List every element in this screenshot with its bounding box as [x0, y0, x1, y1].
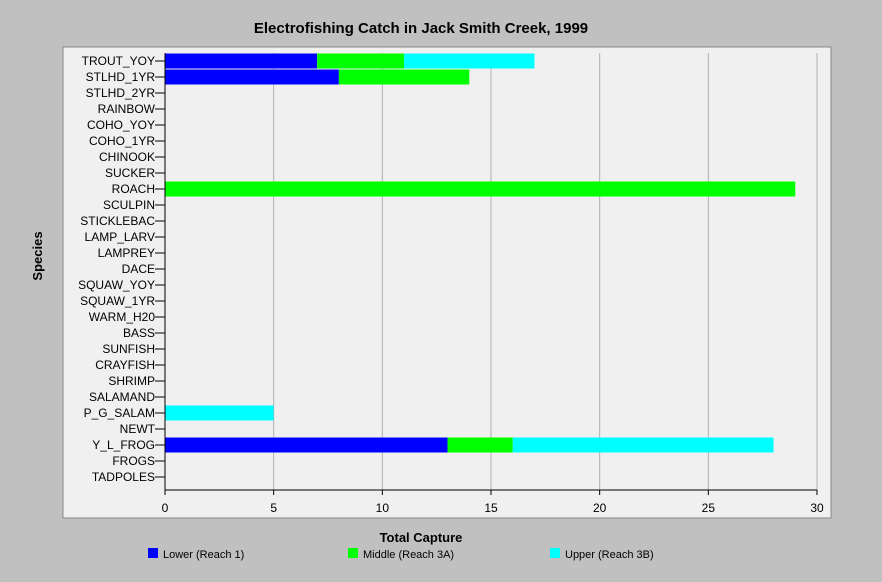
y-tick-label: LAMPREY	[98, 246, 155, 260]
y-tick-label: SQUAW_1YR	[80, 294, 155, 308]
x-tick-label: 10	[376, 501, 390, 515]
y-tick-label: STICKLEBAC	[80, 214, 155, 228]
bar-y-l-frog-1	[447, 437, 513, 453]
y-tick-label: P_G_SALAM	[84, 406, 155, 420]
legend-swatch	[550, 548, 560, 558]
legend-swatch	[348, 548, 358, 558]
x-tick-label: 0	[162, 501, 169, 515]
x-tick-label: 5	[270, 501, 277, 515]
bars	[165, 53, 796, 453]
y-tick-label: BASS	[123, 326, 155, 340]
y-tick-label: Y_L_FROG	[92, 438, 155, 452]
y-tick-label: SALAMAND	[89, 390, 155, 404]
y-tick-label: SCULPIN	[103, 198, 155, 212]
bar-trout-yoy-0	[165, 53, 318, 69]
bar-stlhd-1yr-1	[338, 69, 470, 85]
y-tick-label: FROGS	[112, 454, 155, 468]
y-tick-label: LAMP_LARV	[85, 230, 155, 244]
legend-swatch	[148, 548, 158, 558]
legend-label: Middle (Reach 3A)	[363, 549, 454, 561]
y-tick-label: NEWT	[120, 422, 156, 436]
y-tick-label: STLHD_1YR	[86, 70, 156, 84]
y-tick-label: STLHD_2YR	[86, 86, 156, 100]
y-tick-label: TROUT_YOY	[82, 54, 155, 68]
y-tick-label: SUCKER	[105, 166, 155, 180]
x-tick-label: 25	[702, 501, 716, 515]
x-tick-labels: 0 5 10 15 20 25 30	[162, 501, 824, 515]
x-tick-label: 30	[810, 501, 824, 515]
bar-y-l-frog-2	[512, 437, 774, 453]
y-tick-label: CHINOOK	[99, 150, 155, 164]
y-tick-label: ROACH	[112, 182, 155, 196]
y-tick-label: SQUAW_YOY	[78, 278, 155, 292]
chart-title: Electrofishing Catch in Jack Smith Creek…	[254, 20, 588, 37]
bar-trout-yoy-1	[317, 53, 405, 69]
legend-label: Upper (Reach 3B)	[565, 549, 654, 561]
y-tick-labels: TROUT_YOY STLHD_1YR STLHD_2YR RAINBOW COHO_Y…	[78, 54, 156, 484]
y-tick-label: COHO_YOY	[87, 118, 155, 132]
y-tick-label: SUNFISH	[102, 342, 155, 356]
y-tick-label: WARM_H20	[89, 310, 156, 324]
bar-trout-yoy-2	[404, 53, 535, 69]
x-tick-label: 20	[593, 501, 607, 515]
y-tick-label: CRAYFISH	[95, 358, 155, 372]
y-tick-label: RAINBOW	[98, 102, 156, 116]
y-tick-label: SHRIMP	[108, 374, 155, 388]
y-axis-label: Species	[30, 231, 45, 280]
y-tick-label: COHO_1YR	[89, 134, 155, 148]
x-axis-label: Total Capture	[380, 530, 463, 545]
legend-label: Lower (Reach 1)	[163, 549, 244, 561]
y-tick-label: DACE	[122, 262, 155, 276]
bar-stlhd-1yr-0	[165, 69, 339, 85]
y-tick-label: TADPOLES	[92, 470, 155, 484]
bar-p-g-salam-2	[165, 405, 274, 421]
bar-roach-1	[165, 181, 796, 197]
x-tick-label: 15	[484, 501, 498, 515]
legend: Lower (Reach 1) Middle (Reach 3A) Upper (R…	[148, 548, 654, 561]
axes	[155, 53, 818, 495]
bar-y-l-frog-0	[165, 437, 448, 453]
